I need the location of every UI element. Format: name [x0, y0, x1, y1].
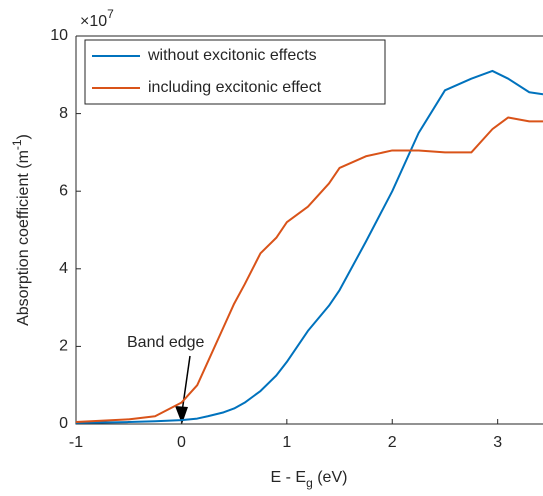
x-label-end: (eV) — [313, 469, 348, 486]
x-tick-label: 2 — [388, 434, 397, 451]
y-tick-label: 0 — [59, 415, 68, 432]
multiplier-exp: 7 — [107, 7, 114, 21]
y-tick-label: 4 — [59, 260, 68, 277]
y-axis-label: Absorption coefficient (m-1) — [10, 134, 32, 326]
y-tick-label: 8 — [59, 105, 68, 122]
x-axis-label: E - Eg (eV) — [271, 469, 348, 490]
multiplier-base: ×10 — [80, 13, 107, 30]
x-label-sub: g — [306, 476, 313, 490]
legend-label: including excitonic effect — [148, 79, 322, 96]
legend-box — [84, 39, 386, 105]
x-tick-label: 0 — [177, 434, 186, 451]
arrow-head — [175, 406, 188, 424]
x-label-main: E - E — [271, 469, 307, 486]
series-line — [75, 69, 543, 424]
multiplier: ×107 — [80, 7, 114, 30]
annotation-arrow — [181, 355, 191, 413]
x-tick-label: -1 — [69, 434, 83, 451]
y-label-end: ) — [15, 134, 32, 139]
legend-label: without excitonic effects — [147, 47, 317, 64]
series-line — [75, 116, 543, 424]
x-tick-label: 1 — [282, 434, 291, 451]
x-tick-label: 3 — [493, 434, 502, 451]
y-label-main: Absorption coefficient (m — [15, 150, 32, 326]
y-label-sup: -1 — [10, 139, 24, 150]
y-tick-label: 2 — [59, 338, 68, 355]
y-tick-label: 6 — [59, 182, 68, 199]
y-tick-label: 10 — [50, 27, 68, 44]
annotation: Band edge — [127, 334, 205, 351]
